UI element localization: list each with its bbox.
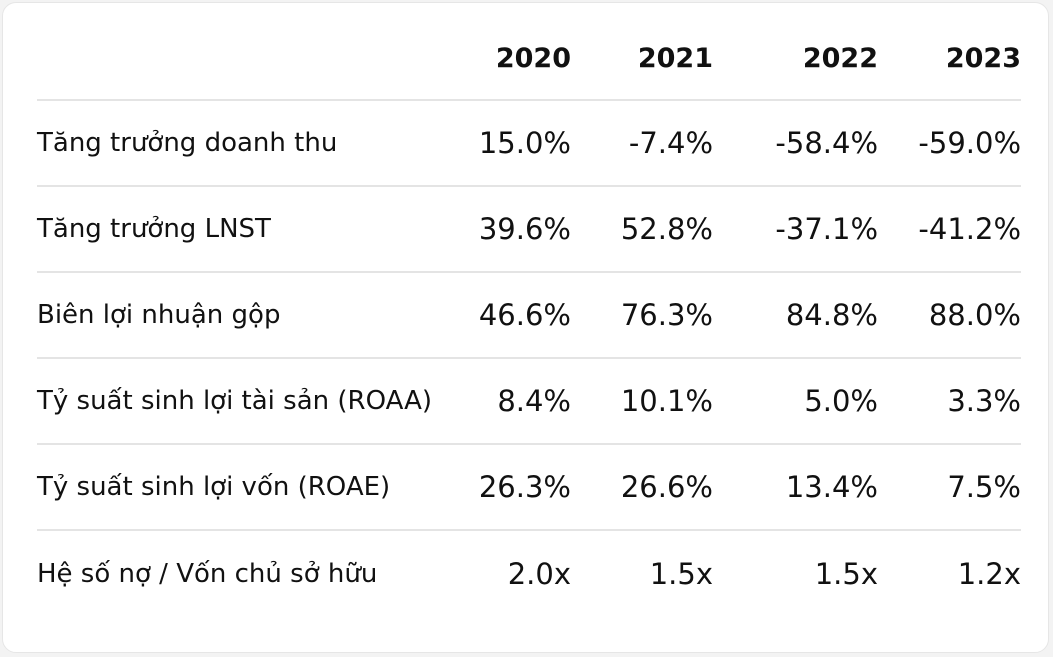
row-value-2022: 13.4% — [785, 470, 878, 504]
financial-ratios-table: 2020 2021 2022 2023 Tăng trưởng doanh th… — [37, 17, 1021, 617]
row-value-2023: 88.0% — [928, 298, 1021, 332]
table-row-roae: Tỷ suất sinh lợi vốn (ROAE) 26.3% 26.6% … — [37, 445, 1021, 531]
row-value-2022: -58.4% — [775, 126, 878, 160]
row-value-2022: 5.0% — [804, 384, 878, 418]
table-row-gross-margin: Biên lợi nhuận gộp 46.6% 76.3% 84.8% 88.… — [37, 273, 1021, 359]
column-header-2021: 2021 — [637, 42, 713, 74]
row-value-2022: 84.8% — [785, 298, 878, 332]
row-value-2023: 1.2x — [957, 557, 1021, 591]
row-label: Tỷ suất sinh lợi vốn (ROAE) — [37, 472, 391, 502]
row-value-2021: 10.1% — [620, 384, 713, 418]
row-label: Hệ số nợ / Vốn chủ sở hữu — [37, 559, 378, 589]
row-value-2023: 3.3% — [947, 384, 1021, 418]
column-header-2022: 2022 — [802, 42, 878, 74]
row-value-2021: 76.3% — [620, 298, 713, 332]
row-value-2023: -41.2% — [918, 212, 1021, 246]
row-value-2022: 1.5x — [814, 557, 878, 591]
table-row-roaa: Tỷ suất sinh lợi tài sản (ROAA) 8.4% 10.… — [37, 359, 1021, 445]
row-value-2020: 39.6% — [478, 212, 571, 246]
row-label: Tăng trưởng LNST — [37, 214, 271, 244]
table-row-profit-growth: Tăng trưởng LNST 39.6% 52.8% -37.1% -41.… — [37, 187, 1021, 273]
row-value-2022: -37.1% — [775, 212, 878, 246]
row-value-2021: -7.4% — [628, 126, 713, 160]
row-value-2020: 2.0x — [507, 557, 571, 591]
row-label: Tỷ suất sinh lợi tài sản (ROAA) — [37, 386, 433, 416]
row-label: Tăng trưởng doanh thu — [37, 128, 338, 158]
row-label: Biên lợi nhuận gộp — [37, 300, 281, 330]
row-value-2020: 26.3% — [478, 470, 571, 504]
row-value-2020: 46.6% — [478, 298, 571, 332]
row-value-2023: 7.5% — [947, 470, 1021, 504]
table-header-row: 2020 2021 2022 2023 — [37, 17, 1021, 101]
row-value-2021: 52.8% — [620, 212, 713, 246]
table-row-debt-to-equity: Hệ số nợ / Vốn chủ sở hữu 2.0x 1.5x 1.5x… — [37, 531, 1021, 617]
row-value-2023: -59.0% — [918, 126, 1021, 160]
row-value-2020: 15.0% — [478, 126, 571, 160]
row-value-2020: 8.4% — [497, 384, 571, 418]
table-row-revenue-growth: Tăng trưởng doanh thu 15.0% -7.4% -58.4%… — [37, 101, 1021, 187]
column-header-2023: 2023 — [945, 42, 1021, 74]
row-value-2021: 26.6% — [620, 470, 713, 504]
row-value-2021: 1.5x — [649, 557, 713, 591]
column-header-2020: 2020 — [495, 42, 571, 74]
